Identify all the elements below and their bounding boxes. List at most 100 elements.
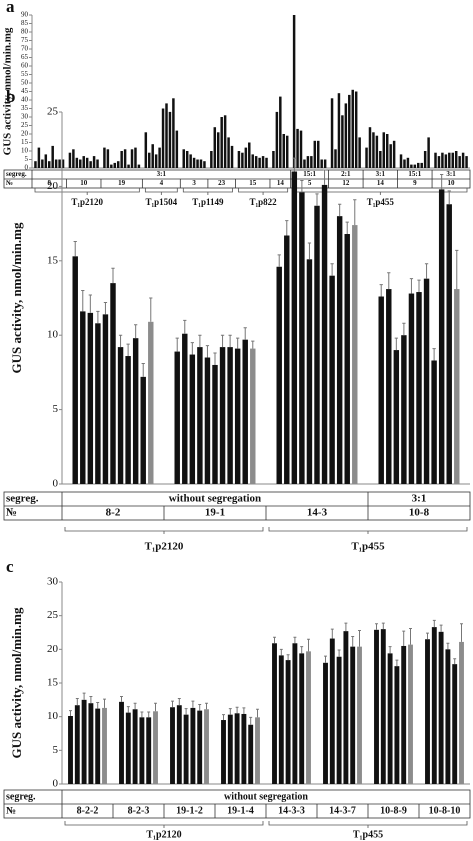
error-bar xyxy=(120,695,123,702)
error-bar xyxy=(285,220,289,236)
y-tick-label: 25 xyxy=(47,609,59,621)
bar xyxy=(199,159,203,168)
error-bar xyxy=(293,636,297,644)
error-bar xyxy=(147,711,151,718)
bar xyxy=(106,149,110,168)
bar xyxy=(403,159,406,168)
bar xyxy=(227,714,233,784)
bar xyxy=(299,130,303,168)
bar xyxy=(406,157,410,168)
error-bar xyxy=(251,340,255,349)
bar xyxy=(227,137,230,168)
bar xyxy=(310,156,313,168)
bar xyxy=(437,156,441,168)
bar xyxy=(372,132,375,168)
y-tick-label: 60 xyxy=(21,62,29,70)
bar xyxy=(275,111,279,168)
bar xyxy=(265,157,268,168)
bar xyxy=(408,293,415,484)
error-bar xyxy=(432,348,436,361)
y-tick-label: 35 xyxy=(21,104,29,112)
error-bar xyxy=(236,337,240,349)
bar xyxy=(175,130,179,168)
line-bracket xyxy=(144,188,178,195)
bar xyxy=(348,94,351,168)
error-bar xyxy=(455,249,459,290)
bar xyxy=(336,656,342,784)
bar xyxy=(196,159,199,168)
error-bar xyxy=(432,619,436,628)
y-axis-label: GUS activity, nmol/min.mg xyxy=(9,607,24,758)
error-bar xyxy=(292,157,296,172)
group-label: 19-1-4 xyxy=(227,805,254,816)
bar xyxy=(174,351,180,484)
bar xyxy=(438,631,444,784)
segregation-label: 15:1 xyxy=(408,170,421,178)
group-label: 14-3-3 xyxy=(278,805,305,816)
y-tick-label: 50 xyxy=(21,79,29,87)
bar xyxy=(241,713,247,784)
y-tick-label: 15 xyxy=(47,677,59,689)
error-bar xyxy=(345,221,349,235)
bar xyxy=(427,137,430,168)
row-label: № xyxy=(6,507,17,519)
bar xyxy=(34,161,37,168)
bar xyxy=(242,339,248,484)
bar xyxy=(95,708,101,784)
group-label: 19-1-2 xyxy=(176,805,203,816)
bar xyxy=(130,149,134,168)
bar xyxy=(170,707,175,784)
y-tick-label: 45 xyxy=(21,87,29,95)
bar xyxy=(445,649,451,784)
error-bar xyxy=(277,254,281,267)
bar xyxy=(125,712,131,784)
line-label: T₁p822 xyxy=(249,197,277,207)
group-label: 14-3-7 xyxy=(329,805,356,816)
bar xyxy=(431,360,437,484)
bar xyxy=(351,89,354,168)
error-bar xyxy=(338,203,342,217)
bar xyxy=(221,720,226,784)
group-label: 10-8 xyxy=(409,507,430,519)
bar xyxy=(103,147,106,168)
bar xyxy=(51,145,54,168)
bar xyxy=(416,292,422,484)
error-bar xyxy=(89,695,93,704)
bar xyxy=(323,159,327,168)
error-bar xyxy=(381,622,385,630)
bar xyxy=(323,662,328,784)
error-bar xyxy=(220,334,225,348)
line-bracket xyxy=(182,188,233,195)
error-bar xyxy=(103,698,106,708)
bar xyxy=(276,266,282,484)
bar xyxy=(68,152,72,168)
y-tick-label: 90 xyxy=(21,11,29,19)
bar xyxy=(189,354,196,484)
bar xyxy=(132,709,138,784)
bar xyxy=(204,357,211,484)
error-bar xyxy=(402,630,406,646)
bar xyxy=(41,159,44,168)
error-bar xyxy=(140,711,144,718)
error-bar xyxy=(184,708,188,715)
error-bar xyxy=(351,636,355,647)
group-label: 19-1 xyxy=(205,507,225,519)
error-bar xyxy=(96,702,100,709)
error-bar xyxy=(198,334,202,348)
error-bar xyxy=(111,267,115,284)
bar xyxy=(451,152,454,168)
group-label: 10 xyxy=(448,179,456,187)
bar xyxy=(61,159,65,168)
bar xyxy=(299,653,305,784)
line-label: T₁p455 xyxy=(351,541,385,553)
bar xyxy=(153,711,158,784)
group-label: 8-2 xyxy=(106,507,121,519)
group-label: 23 xyxy=(218,179,226,187)
error-bar xyxy=(183,319,187,334)
y-tick-label: 10 xyxy=(47,710,59,722)
row-label: № xyxy=(6,805,16,816)
error-bar xyxy=(154,702,157,712)
error-bar xyxy=(402,322,406,336)
error-bar xyxy=(126,343,130,357)
